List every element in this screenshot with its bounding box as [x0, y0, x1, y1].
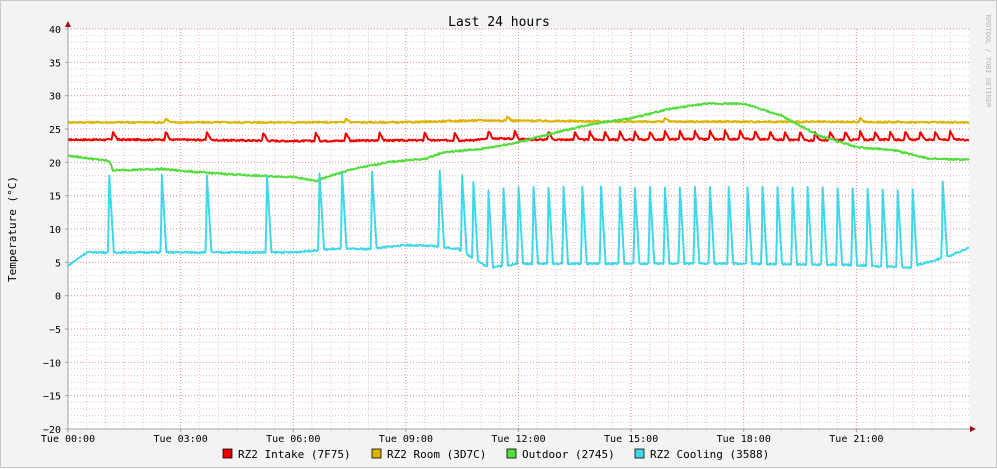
x-tick-label: Tue 06:00	[266, 434, 320, 445]
x-tick-labels: Tue 00:00 Tue 03:00 Tue 06:00 Tue 09:00 Tue …	[41, 429, 883, 445]
y-tick-label: −10	[43, 358, 61, 369]
y-tick-label: 35	[49, 58, 61, 69]
legend-item: RZ2 Cooling (3588)	[634, 448, 769, 461]
series-line	[67, 101, 970, 183]
legend-item: Outdoor (2745)	[506, 448, 615, 461]
legend: RZ2 Intake (7F75) RZ2 Room (3D7C) Outdoor …	[222, 448, 769, 461]
x-tick-label: Tue 03:00	[154, 434, 208, 445]
y-tick-label: −15	[43, 392, 61, 403]
legend-item: RZ2 Room (3D7C)	[371, 448, 486, 461]
y-tick-label: 10	[49, 225, 61, 236]
series-layer	[67, 101, 970, 270]
series-line	[67, 169, 970, 270]
legend-label: RZ2 Intake (7F75)	[238, 448, 351, 461]
axes	[65, 21, 976, 432]
y-tick-label: 40	[49, 25, 61, 36]
y-tick-labels: 40 35 30 25 20 15 10 5 0 −5 −10 −15 −20	[43, 25, 68, 436]
series-line	[67, 115, 970, 125]
y-tick-label: −20	[43, 425, 61, 436]
x-tick-label: Tue 00:00	[41, 434, 95, 445]
chart-title: Last 24 hours	[448, 15, 550, 30]
y-tick-label: 30	[49, 92, 61, 103]
y-axis-label: Temperature (°C)	[6, 176, 19, 282]
x-tick-label: Tue 09:00	[379, 434, 433, 445]
legend-swatch	[634, 448, 645, 459]
legend-swatch	[506, 448, 517, 459]
y-axis-arrow	[65, 21, 71, 27]
watermark: RRDTOOL / TOBI OETIKER	[984, 15, 992, 109]
y-tick-label: 20	[49, 158, 61, 169]
legend-swatch	[371, 448, 382, 459]
y-tick-label: 5	[55, 258, 61, 269]
legend-label: RZ2 Room (3D7C)	[387, 448, 486, 461]
y-tick-label: 15	[49, 192, 61, 203]
legend-swatch	[222, 448, 233, 459]
x-tick-label: Tue 15:00	[604, 434, 658, 445]
x-tick-label: Tue 12:00	[491, 434, 545, 445]
legend-label: RZ2 Cooling (3588)	[650, 448, 769, 461]
y-tick-label: 25	[49, 125, 61, 136]
x-tick-label: Tue 18:00	[717, 434, 771, 445]
y-tick-label: −5	[49, 325, 61, 336]
x-axis-arrow	[970, 426, 976, 432]
x-tick-label: Tue 21:00	[829, 434, 883, 445]
y-tick-label: 0	[55, 292, 61, 303]
legend-item: RZ2 Intake (7F75)	[222, 448, 351, 461]
series-line	[67, 129, 970, 143]
legend-label: Outdoor (2745)	[522, 448, 615, 461]
